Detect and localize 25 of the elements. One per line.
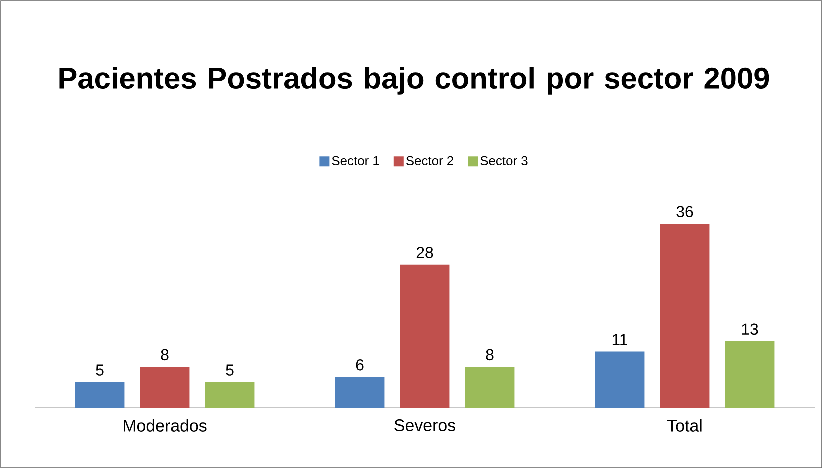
data-label: 6 [356, 360, 364, 371]
legend-label: Sector 2 [406, 156, 454, 166]
data-label: 8 [486, 349, 494, 361]
bar [400, 264, 450, 408]
data-label: 8 [161, 349, 169, 361]
data-label: 5 [96, 364, 104, 376]
bar [595, 352, 645, 408]
x-tick-label: Severos [394, 420, 456, 432]
data-label: 28 [416, 247, 434, 258]
x-tick-label: Moderados [124, 420, 207, 432]
data-label: 36 [676, 206, 694, 218]
bar [725, 342, 775, 408]
x-tick-label: Total [667, 420, 702, 432]
bar [660, 224, 710, 408]
data-label: 5 [226, 364, 234, 376]
data-label: 11 [612, 334, 628, 346]
chart-title: Pacientes Postrados bajo control por sector 2009 [60, 67, 770, 95]
legend-label: Sector 3 [480, 156, 528, 166]
bar [140, 367, 190, 408]
bar [205, 382, 255, 408]
bar [335, 377, 385, 408]
bar [465, 367, 515, 408]
bar [75, 382, 125, 408]
legend-label: Sector 1 [332, 156, 380, 166]
data-label: 13 [742, 324, 758, 336]
